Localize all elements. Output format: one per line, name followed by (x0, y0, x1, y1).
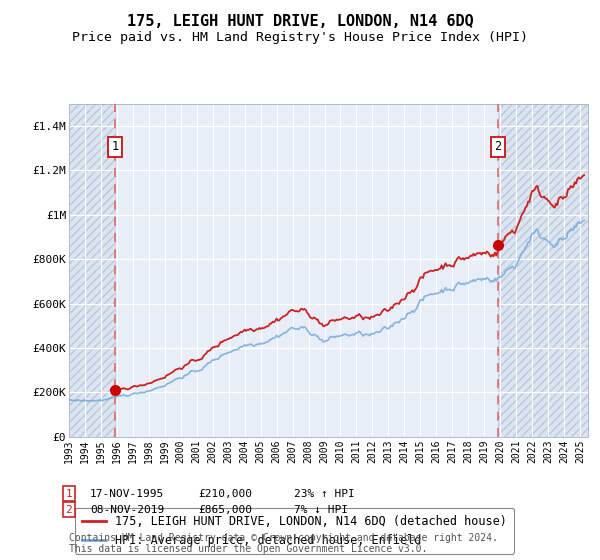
Text: 08-NOV-2019: 08-NOV-2019 (90, 505, 164, 515)
Text: 2: 2 (494, 141, 502, 153)
Text: 2: 2 (65, 505, 73, 515)
Text: Contains HM Land Registry data © Crown copyright and database right 2024.
This d: Contains HM Land Registry data © Crown c… (69, 533, 498, 554)
Text: £865,000: £865,000 (198, 505, 252, 515)
Bar (69, 104, 115, 437)
Text: 175, LEIGH HUNT DRIVE, LONDON, N14 6DQ: 175, LEIGH HUNT DRIVE, LONDON, N14 6DQ (127, 14, 473, 29)
Text: Price paid vs. HM Land Registry's House Price Index (HPI): Price paid vs. HM Land Registry's House … (72, 31, 528, 44)
Text: 7% ↓ HPI: 7% ↓ HPI (294, 505, 348, 515)
Bar (498, 104, 588, 437)
Text: 17-NOV-1995: 17-NOV-1995 (90, 489, 164, 499)
Text: 1: 1 (111, 141, 118, 153)
Text: 1: 1 (65, 489, 73, 499)
Text: 23% ↑ HPI: 23% ↑ HPI (294, 489, 355, 499)
Legend: 175, LEIGH HUNT DRIVE, LONDON, N14 6DQ (detached house), HPI: Average price, det: 175, LEIGH HUNT DRIVE, LONDON, N14 6DQ (… (75, 508, 514, 554)
Text: £210,000: £210,000 (198, 489, 252, 499)
